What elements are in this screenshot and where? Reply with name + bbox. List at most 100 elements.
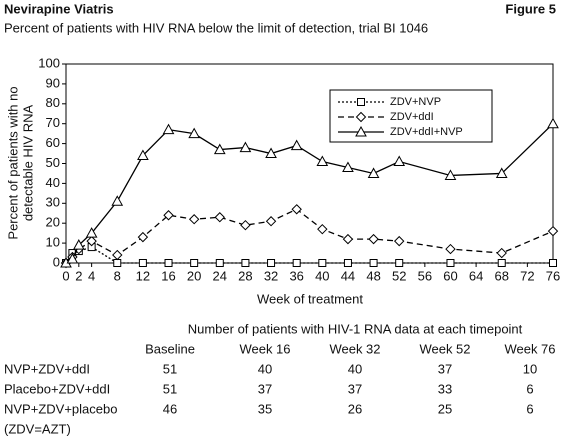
marker (290, 139, 303, 151)
y-tick-label: 50 (46, 155, 60, 170)
marker (163, 210, 174, 221)
marker (395, 259, 404, 267)
marker (188, 214, 200, 225)
marker (394, 235, 405, 247)
y-tick-label: 20 (46, 215, 60, 230)
table-cell: 26 (348, 401, 362, 416)
table-cell: 51 (163, 361, 177, 376)
y-tick-label: 90 (46, 75, 60, 90)
marker (162, 123, 175, 135)
legend-marker (357, 98, 365, 106)
table-cell: 10 (523, 361, 537, 376)
x-tick-label: 16 (161, 268, 175, 283)
table-cell: 35 (258, 401, 272, 416)
x-tick-label: 20 (187, 268, 201, 283)
marker (190, 259, 199, 267)
marker (317, 223, 328, 235)
x-tick-label: 44 (341, 268, 355, 283)
y-tick-label: 60 (46, 135, 60, 150)
column-header: Week 32 (329, 341, 380, 356)
marker (188, 127, 201, 139)
marker (393, 155, 406, 167)
x-tick-label: 48 (366, 268, 380, 283)
x-tick-label: 36 (289, 268, 303, 283)
legend-label: ZDV+NVP (390, 96, 441, 108)
column-header: Week 76 (504, 341, 555, 356)
legend-label: ZDV+ddI (390, 111, 434, 123)
table-cell: 25 (438, 401, 452, 416)
table-cell: 6 (526, 381, 533, 396)
table-title: Number of patients with HIV-1 RNA data a… (188, 321, 523, 336)
table-cell: 37 (348, 381, 362, 396)
y-tick-label: 10 (46, 235, 60, 250)
x-tick-label: 24 (213, 268, 227, 283)
table-note: (ZDV=AZT) (4, 421, 71, 436)
table-cell: 51 (163, 381, 177, 396)
y-tick-label: 30 (46, 195, 60, 210)
marker (342, 161, 354, 172)
x-tick-label: 8 (114, 268, 121, 283)
marker (113, 259, 122, 267)
marker (214, 212, 225, 223)
marker (495, 167, 508, 178)
x-tick-label: 12 (136, 268, 150, 283)
marker (318, 259, 327, 267)
marker (342, 233, 354, 245)
marker (547, 225, 559, 237)
marker (66, 252, 79, 264)
x-tick-label: 76 (546, 268, 560, 283)
x-tick-label: 64 (469, 268, 483, 283)
row-label: NVP+ZDV+placebo (4, 401, 117, 416)
x-axis-label: Week of treatment (257, 291, 363, 306)
x-tick-label: 72 (520, 268, 534, 283)
table-cell: 40 (258, 361, 272, 376)
marker (112, 249, 123, 261)
x-tick-label: 4 (88, 268, 95, 283)
x-tick-label: 28 (238, 268, 252, 283)
marker (85, 227, 98, 238)
legend-label: ZDV+ddI+NVP (390, 126, 463, 138)
marker (292, 259, 301, 267)
figure-number: Figure 5 (505, 1, 556, 16)
marker (164, 259, 173, 267)
legend-marker (355, 125, 367, 137)
table-cell: 46 (163, 401, 177, 416)
column-header: Week 16 (239, 341, 290, 356)
marker (446, 259, 455, 267)
subtitle: Percent of patients with HIV RNA below t… (4, 20, 428, 35)
marker (368, 233, 379, 245)
x-tick-label: 68 (495, 268, 509, 283)
table-cell: 40 (348, 361, 362, 376)
marker (496, 247, 507, 259)
marker (265, 216, 277, 227)
marker (549, 259, 557, 267)
marker (72, 239, 85, 250)
table-cell: 37 (258, 381, 272, 396)
marker (241, 259, 250, 267)
y-tick-label: 0 (53, 254, 60, 269)
y-axis-label-line: Percent of patients with no (5, 86, 20, 239)
marker (137, 231, 149, 243)
column-header: Week 52 (419, 341, 470, 356)
x-tick-label: 2 (75, 268, 82, 283)
x-tick-label: 56 (418, 268, 432, 283)
y-tick-label: 70 (46, 115, 60, 130)
marker (137, 149, 149, 161)
marker (369, 259, 378, 267)
series-line (65, 123, 554, 264)
x-tick-label: 60 (443, 268, 457, 283)
marker (86, 235, 97, 247)
marker (111, 195, 124, 206)
x-tick-label: 32 (264, 268, 278, 283)
row-label: NVP+ZDV+ddI (4, 361, 90, 376)
y-axis-label-line: detectable HIV RNA (20, 105, 35, 222)
row-label: Placebo+ZDV+ddI (4, 381, 110, 396)
marker (497, 259, 506, 267)
marker (547, 117, 559, 129)
y-tick-label: 40 (46, 175, 60, 190)
marker (267, 259, 276, 267)
marker (265, 147, 277, 159)
marker (367, 167, 380, 178)
